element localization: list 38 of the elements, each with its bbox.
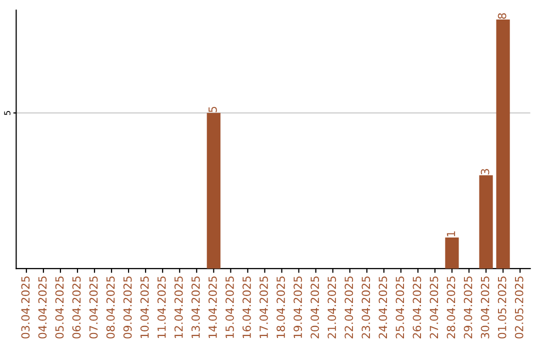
data-label: 8 [498,13,506,19]
x-tick-label: 06.04.2025 [72,276,81,338]
data-label: 5 [208,106,217,112]
x-tick-label: 02.05.2025 [514,276,524,338]
x-tick-label: 01.05.2025 [498,276,506,338]
x-tick-label: 21.04.2025 [328,276,336,338]
x-tick-label: 19.04.2025 [294,276,302,338]
x-tick-label: 03.04.2025 [21,276,30,338]
x-tick-label: 24.04.2025 [378,276,388,338]
x-tick-label: 14.04.2025 [208,276,217,338]
x-tick-label: 25.04.2025 [396,276,404,338]
x-tick-label: 11.04.2025 [157,276,166,338]
x-tick-label: 27.04.2025 [430,276,438,338]
x-tick-label: 26.04.2025 [412,276,422,338]
x-tick-label: 16.04.2025 [242,276,251,338]
x-tick-label: 12.04.2025 [174,276,183,338]
x-tick-label: 20.04.2025 [310,276,320,338]
data-label: 3 [480,169,490,174]
x-tick-label: 15.04.2025 [226,276,234,338]
x-tick-label: 10.04.2025 [140,276,149,338]
bar [206,112,220,269]
x-tick-label: 28.04.2025 [446,276,456,338]
x-tick-label: 09.04.2025 [123,276,132,338]
x-tick-label: 22.04.2025 [344,276,354,338]
bar [479,175,493,269]
x-tick-label: 23.04.2025 [362,276,370,338]
x-tick-label: 13.04.2025 [191,276,200,338]
data-label: 1 [446,231,456,236]
x-tick-label: 18.04.2025 [276,276,285,338]
bar [445,237,459,269]
bar [496,20,510,269]
x-tick-label: 05.04.2025 [55,276,64,338]
x-tick-label: 30.04.2025 [480,276,490,338]
x-tick-label: 04.04.2025 [38,276,47,338]
x-tick-label: 08.04.2025 [106,276,115,338]
x-tick-label: 07.04.2025 [89,276,98,338]
x-tick-label: 29.04.2025 [464,276,472,338]
x-tick-label: 17.04.2025 [260,276,268,338]
